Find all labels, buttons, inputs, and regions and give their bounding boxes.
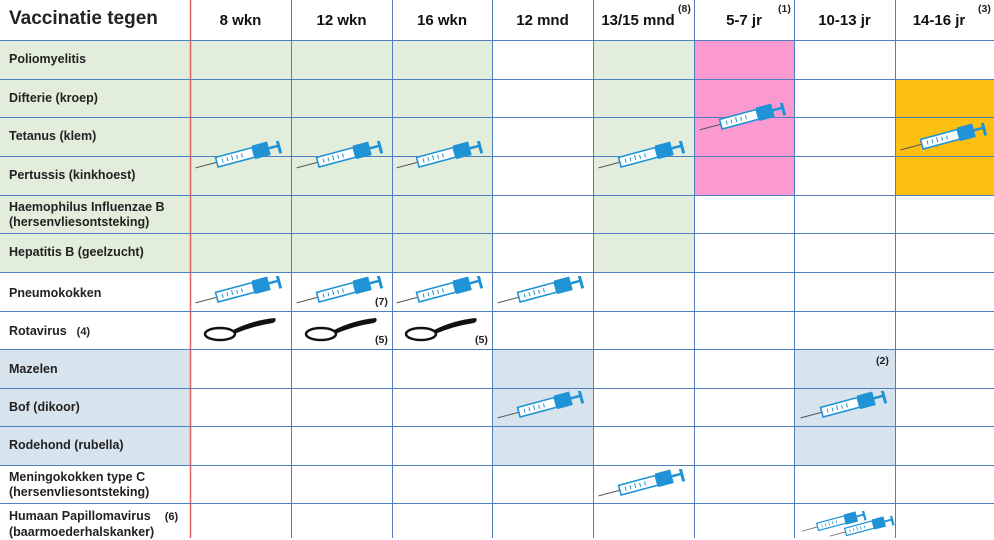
syringe-icon bbox=[296, 141, 384, 169]
column-note-5-7jr: (1) bbox=[778, 3, 791, 15]
column-header-14-16jr: 14-16 jr bbox=[912, 12, 966, 29]
spoon-icon bbox=[203, 318, 276, 342]
syringe-icon bbox=[801, 510, 867, 532]
row-label-pneumokokken: Pneumokokken bbox=[9, 286, 102, 300]
column-header-8wkn: 8 wkn bbox=[219, 12, 262, 29]
row-label-pertussis: Pertussis (kinkhoest) bbox=[9, 168, 136, 182]
column-note-14-16jr: (3) bbox=[978, 3, 991, 15]
cell-note-rota-12wkn: (5) bbox=[375, 334, 388, 346]
syringe-icon bbox=[900, 123, 988, 151]
row-note-rotavirus: (4) bbox=[76, 326, 91, 338]
spoon-icon bbox=[404, 318, 477, 342]
row-label-bof: Bof (dikoor) bbox=[9, 400, 80, 414]
row-label-rotavirus: Rotavirus (4) bbox=[9, 324, 91, 338]
column-header-5-7jr: 5-7 jr bbox=[726, 12, 762, 29]
syringe-icon bbox=[195, 141, 283, 169]
syringe-icon bbox=[800, 391, 888, 419]
column-header-10-13jr: 10-13 jr bbox=[818, 12, 871, 29]
column-header-12mnd: 12 mnd bbox=[516, 12, 569, 29]
syringe-icon bbox=[598, 141, 686, 169]
syringe-icon bbox=[497, 391, 585, 419]
syringe-icon bbox=[598, 469, 686, 497]
syringe-icon bbox=[195, 276, 283, 304]
table-title: Vaccinatie tegen bbox=[9, 8, 158, 29]
cell-note-bmr-10-13: (2) bbox=[876, 355, 889, 367]
syringe-icon bbox=[296, 276, 384, 304]
column-header-12wkn: 12 wkn bbox=[316, 12, 367, 29]
row-label-polio: Poliomyelitis bbox=[9, 52, 87, 66]
row-note-hpv: (6) bbox=[164, 511, 179, 523]
row-label-rodehond: Rodehond (rubella) bbox=[9, 438, 124, 452]
column-header-13-15mnd: 13/15 mnd bbox=[601, 12, 675, 29]
row-label-hib: Haemophilus Influenzae B (hersenvliesonts… bbox=[9, 200, 165, 229]
row-label-hepatitis-b: Hepatitis B (geelzucht) bbox=[9, 245, 144, 259]
row-label-tetanus: Tetanus (klem) bbox=[9, 129, 97, 143]
syringe-icon bbox=[497, 276, 585, 304]
column-header-16wkn: 16 wkn bbox=[416, 12, 468, 29]
syringe-icon bbox=[699, 103, 787, 131]
fill-label-blue bbox=[0, 349, 190, 465]
syringe-icon bbox=[396, 141, 484, 169]
row-label-hpv: Humaan Papillomavirus (6) (baarmoederhalsk… bbox=[9, 509, 179, 539]
syringe-icon bbox=[396, 276, 484, 304]
cell-note-pneumo-12wkn: (7) bbox=[375, 296, 388, 308]
row-label-difterie: Difterie (kroep) bbox=[9, 91, 98, 105]
row-label-meningokokken: Meningokokken type C (hersenvliesontsteki… bbox=[9, 470, 150, 499]
row-label-mazelen: Mazelen bbox=[9, 362, 58, 376]
cell-note-rota-16wkn: (5) bbox=[475, 334, 488, 346]
spoon-icon bbox=[304, 318, 377, 342]
column-note-13-15mnd: (8) bbox=[678, 3, 691, 15]
syringe-icon bbox=[829, 515, 895, 537]
